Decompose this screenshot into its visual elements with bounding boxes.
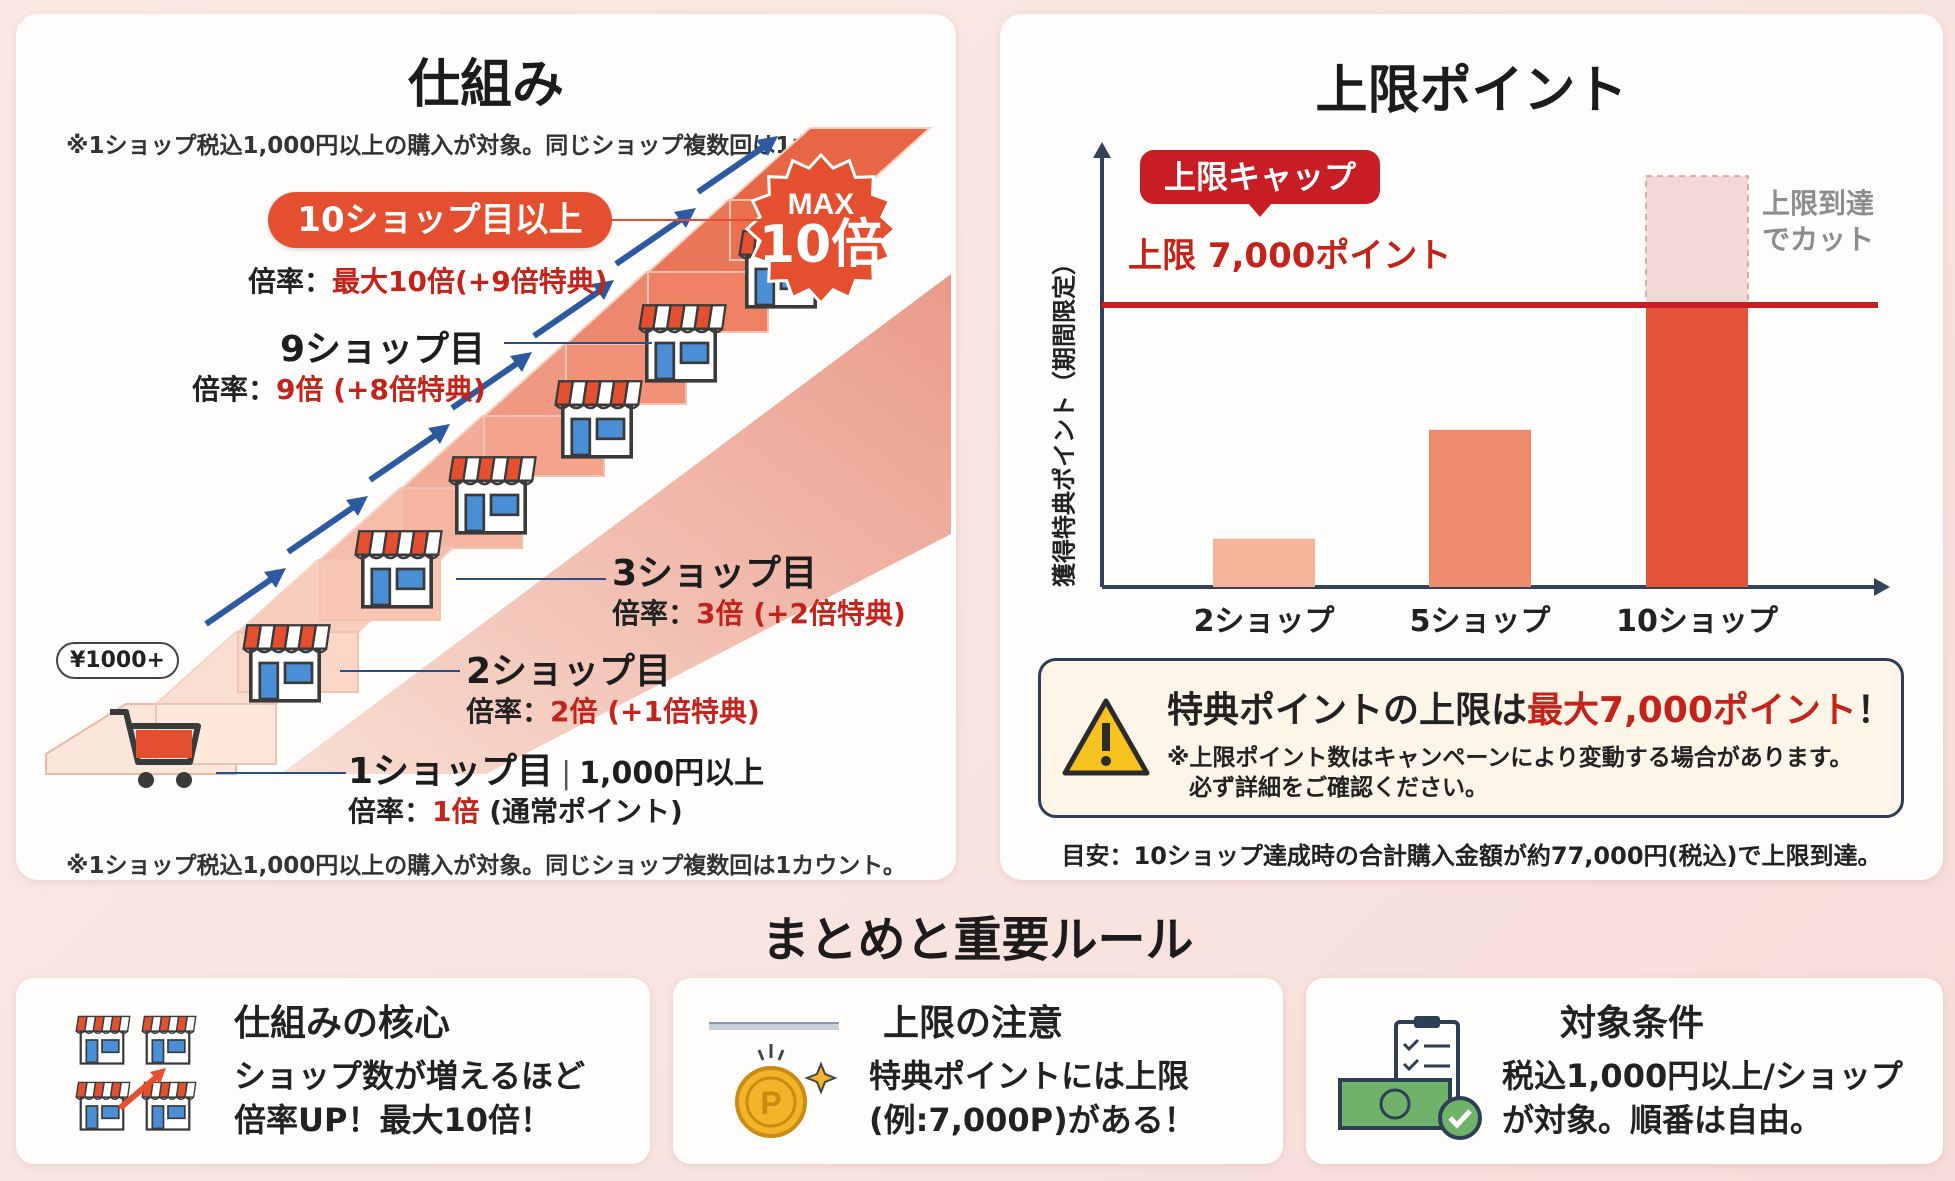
x-tick-label: 10ショップ — [1616, 604, 1779, 639]
shops-grid-icon — [75, 1015, 197, 1131]
cap-bubble: 上限キャップ — [1140, 150, 1380, 204]
warning-body: ※上限ポイント数はキャンペーンにより変動する場合があります。 必ず詳細をご確認く… — [1167, 745, 1853, 801]
step1-label: 1ショップ目 | 1,000円以上 — [348, 751, 765, 792]
step3-connector — [456, 578, 606, 580]
x-axis-arrow — [1874, 578, 1890, 596]
cap-panel: 上限ポイント 獲得特典ポイント（期間限定） 2ショップ 5ショップ 10ショップ 上… — [1000, 14, 1943, 880]
mechanism-panel: 仕組み ※1ショップ税込1,000円以上の購入が対象。同じショップ複数回は1カウ… — [16, 14, 956, 880]
coin-icon: P — [735, 1044, 838, 1138]
warning-title: 特典ポイントの上限は最大7,000ポイント！ — [1167, 690, 1893, 731]
cart-price-tag: ¥1000+ — [56, 642, 179, 679]
max-badge-top: MAX — [788, 188, 855, 221]
card3-body: 税込1,000円以上/ショップ が対象。順番は自由。 — [1502, 1057, 1903, 1139]
bar-1 — [1213, 538, 1315, 587]
x-tick-label: 2ショップ — [1194, 604, 1336, 639]
growth-arrow — [614, 208, 696, 267]
summary-card-mechanism: 仕組みの核心 ショップ数が増えるほど 倍率UP！最大10倍！ — [16, 978, 650, 1164]
mini-shop-icon — [75, 1081, 131, 1131]
cap-footnote: 目安：10ショップ達成時の合計購入金額が約77,000円(税込)で上限到達。 — [1061, 842, 1882, 870]
bar-2 — [1429, 429, 1531, 587]
receipt-money-icon — [1338, 1016, 1482, 1140]
step2-connector — [340, 670, 460, 672]
mini-shop-icon — [141, 1015, 197, 1065]
warning-icon — [1062, 698, 1150, 776]
step9-label: 9ショップ目 — [280, 329, 486, 370]
growth-arrow — [368, 424, 450, 483]
step10-rate: 倍率：最大10倍(+9倍特典) — [248, 265, 608, 298]
cap-line-label: 上限 7,000ポイント — [1128, 236, 1452, 276]
shop-icon — [636, 298, 727, 384]
x-tick-label: 5ショップ — [1410, 604, 1552, 639]
step9-rate: 倍率：9倍 (+8倍特典) — [192, 373, 486, 406]
y-axis-arrow — [1093, 142, 1111, 158]
cart-icon — [110, 709, 201, 788]
step2-label: 2ショップ目 — [466, 651, 672, 692]
step10-label: 10ショップ目以上 — [268, 192, 612, 248]
svg-text:P: P — [760, 1085, 781, 1121]
shop-icon — [552, 374, 643, 460]
mini-shop-icon — [141, 1081, 197, 1131]
step1-connector — [216, 772, 346, 774]
growth-arrow — [204, 568, 286, 627]
step9-connector — [504, 342, 652, 344]
bar-3 — [1646, 305, 1748, 587]
max-badge: MAX 10倍 — [744, 152, 898, 306]
warning-box: 特典ポイントの上限は最大7,000ポイント！ ※上限ポイント数はキャンペーンによ… — [1038, 658, 1904, 818]
card2-body: 特典ポイントには上限 (例:7,000P)がある！ — [869, 1057, 1196, 1139]
card1-body: ショップ数が増えるほど 倍率UP！最大10倍！ — [234, 1057, 586, 1139]
bar-over-cap-ghost — [1645, 175, 1749, 306]
mini-shop-icon — [75, 1015, 131, 1065]
cap-bar-chart: 2ショップ 5ショップ 10ショップ — [1093, 142, 1890, 639]
growth-arrow — [286, 496, 368, 555]
cut-note: 上限到達 でカット — [1762, 187, 1875, 256]
max-badge-bottom: 10倍 — [759, 215, 883, 275]
shop-icon — [352, 524, 443, 610]
card1-title: 仕組みの核心 — [234, 1003, 451, 1044]
summary-heading: まとめと重要ルール — [761, 912, 1194, 968]
card2-title: 上限の注意 — [883, 1003, 1064, 1044]
growth-arrow — [532, 280, 614, 339]
shop-icon — [240, 618, 331, 704]
cap-title: 上限ポイント — [1315, 61, 1628, 121]
step2-rate: 倍率：2倍 (+1倍特典) — [466, 695, 760, 728]
summary-card-cap: P 上限の注意 特典ポイントには上限 (例:7,000P)がある！ — [673, 978, 1283, 1164]
summary-card-condition: 対象条件 税込1,000円以上/ショップ が対象。順番は自由。 — [1306, 978, 1943, 1164]
step3-label: 3ショップ目 — [612, 553, 818, 594]
step3-rate: 倍率：3倍 (+2倍特典) — [612, 597, 906, 630]
cap-bar-icon — [709, 1022, 839, 1030]
mechanism-title: 仕組み — [407, 55, 564, 115]
mechanism-note-bottom: ※1ショップ税込1,000円以上の購入が対象。同じショップ複数回は1カウント。 — [66, 853, 906, 879]
cap-bubble-tail — [1248, 203, 1272, 217]
step10-connector — [612, 219, 762, 221]
step1-rate: 倍率：1倍 (通常ポイント) — [348, 795, 683, 828]
growth-arrow — [450, 352, 532, 411]
growth-arrow — [696, 136, 778, 195]
shop-icon — [446, 450, 537, 536]
card3-title: 対象条件 — [1560, 1003, 1705, 1044]
